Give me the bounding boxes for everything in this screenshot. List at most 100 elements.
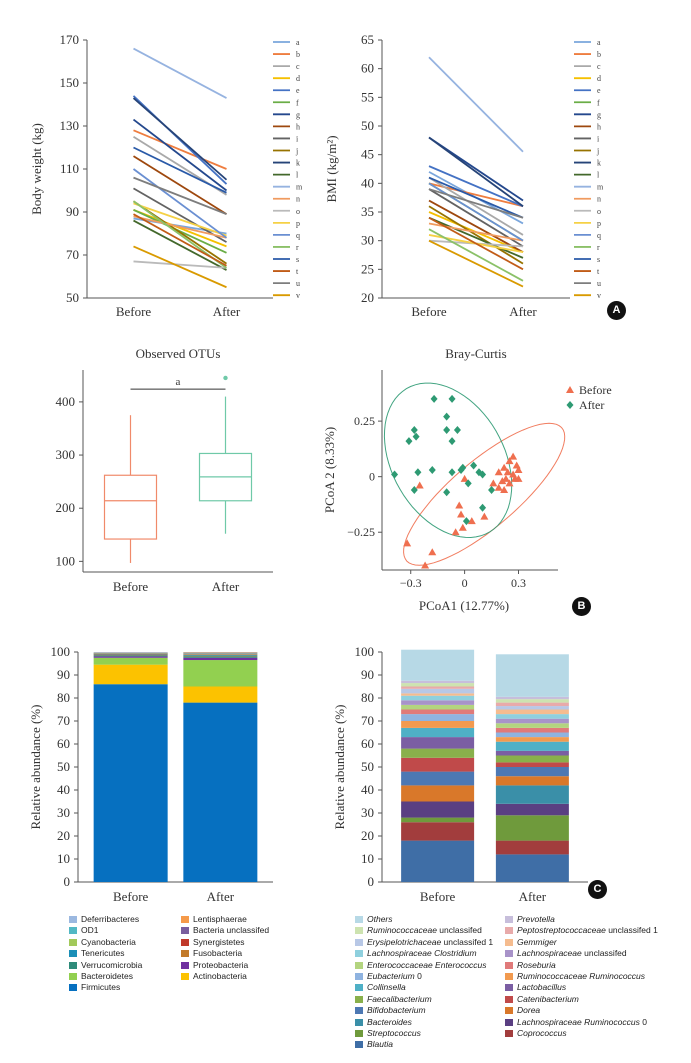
genus-legend-label: Coprococcus [517,1028,567,1038]
genus-legend-swatch [505,973,513,980]
genus-legend-item: Lactobacillus [505,982,566,993]
phylum-legend-label: Deferribacteres [81,914,140,924]
phylum-ytick-label: 70 [57,713,70,728]
genus-bar-before-others [401,649,475,681]
weight-series-line-t [133,213,227,267]
genus-legend-item: Prevotella [505,914,555,925]
pcoa-point-After [443,426,451,434]
bmi-series-line-i [428,188,524,248]
genus-bar-after-roseburia [495,727,569,733]
genus-bar-before-dorea [401,785,475,802]
bmi-legend-label-q: q [597,231,601,240]
weight-legend-label-e: e [296,86,300,95]
pcoa-point-After [405,437,413,446]
phylum-bar-after-bacteroidetes [183,660,258,687]
bmi-legend-label-p: p [597,219,601,228]
phylum-bar-after-bacteria-unclassifed [183,653,258,654]
pcoa-point-Before [505,457,514,465]
genus-legend-label: Prevotella [517,914,555,924]
pcoa-point-Before [489,479,498,487]
pcoa-title: Bray-Curtis [445,346,506,361]
weight-series-line-q [132,168,228,239]
genus-legend-label-suffix: unclassifed 1 [441,936,494,947]
bmi-legend-label-e: e [597,86,601,95]
otus-ytick-label: 400 [56,394,76,409]
genus-legend: Others Prevotella Ruminococcaceae unclassi… [355,914,691,1059]
pcoa-ytick-label: 0 [369,470,375,484]
bmi-legend-label-d: d [597,74,601,83]
phylum-ytick-label: 90 [57,667,70,682]
weight-legend-label-a: a [296,38,300,47]
genus-legend-label: Lachnospiraceae [517,948,582,959]
phylum-legend-label: Lentisphaerae [193,914,247,924]
genus-bar-after-lachnospiraceae-unclassifed [495,718,569,724]
pcoa-point-After [448,468,456,477]
genus-legend-item: Gemmiger [505,937,557,948]
genus-bar-before-eubacterium-0 [401,714,475,721]
genus-legend-swatch [355,1041,363,1049]
weight-ylabel: Body weight (kg) [29,123,44,215]
pcoa-point-Before [498,477,507,485]
genus-legend-swatch [355,995,363,1003]
genus-legend-item: Lachnospiraceae Ruminococcus 0 [505,1017,647,1028]
pcoa-point-Before [428,548,437,556]
phylum-legend: Deferribacteres Lentisphaerae OD1 Bacteria … [69,914,309,1004]
phylum-bar-after-fusobacteria [183,655,258,657]
bmi-series-line-m [428,56,524,153]
pcoa-point-Before [457,510,466,518]
phylum-bar-after-firmicutes [183,702,258,882]
pcoa-ytick-label: 0.25 [354,414,375,428]
bmi-legend-label-n: n [597,195,601,204]
phylum-legend-label: OD1 [81,925,99,936]
genus-legend-item: Roseburia [505,960,556,971]
weight-series-line-u [133,176,227,215]
phylum-bar-before-tenericutes [93,654,168,655]
genus-legend-swatch [505,938,513,946]
phylum-legend-label: Tenericutes [81,948,125,959]
phylum-legend-label: Proteobacteria [193,959,249,970]
genus-legend-item: Eubacterium 0 [355,971,422,982]
pcoa-point-After [453,426,461,434]
genus-legend-label: Blautia [367,1039,393,1050]
genus-legend-label: Erysipelotrichaceae [367,936,442,947]
phylum-bar-before-proteobacteria [93,656,168,658]
panel-label-b: B [572,597,591,616]
genus-legend-label-suffix: unclassifed 1 [605,925,658,936]
pcoa-point-After [430,394,438,403]
bmi-series-line-q [428,182,524,242]
bmi-legend-label-r: r [597,243,600,252]
genus-legend-swatch [355,984,363,992]
weight-legend-label-n: n [296,195,300,204]
weight-legend-label-j: j [295,147,298,156]
phylum-ytick-label: 30 [57,805,70,820]
genus-legend-label: Ruminococcaceae [367,925,437,936]
phylum-legend-item: Tenericutes [69,948,124,959]
genus-legend-label: Faecalibacterium [367,993,432,1004]
weight-series-line-n [133,215,227,239]
pcoa-xlabel: PCoA1 (12.77%) [419,598,509,613]
pcoa-point-After [391,470,399,479]
phylum-legend-item: Fusobacteria [181,948,242,959]
phylum-legend-swatch [69,973,77,980]
pcoa-ytick-label: −0.25 [347,525,375,539]
phylum-ytick-label: 10 [57,851,70,866]
bmi-legend-label-u: u [597,279,601,288]
phylum-bar-after-proteobacteria [183,657,258,661]
weight-legend-label-o: o [296,207,300,216]
genus-legend-label: Roseburia [517,959,556,970]
weight-ytick-label: 170 [60,32,80,47]
weight-ytick-label: 110 [60,161,79,176]
bmi-legend-label-l: l [597,171,600,180]
genus-bar-after-dorea [495,776,569,786]
phylum-legend-label: Verrucomicrobia [81,959,143,970]
weight-ytick-label: 50 [66,290,79,305]
weight-xtick-label: Before [116,304,152,319]
weight-legend-label-t: t [296,267,299,276]
phylum-legend-label: Bacteroidetes [81,971,133,981]
genus-legend-label: Ruminococcaceae Ruminococcus [517,971,646,981]
weight-series-line-d [133,209,227,248]
pcoa-point-Before [501,474,510,482]
phylum-ytick-label: 20 [57,828,70,843]
bmi-ytick-label: 25 [361,261,374,276]
weight-legend-label-g: g [296,110,300,119]
